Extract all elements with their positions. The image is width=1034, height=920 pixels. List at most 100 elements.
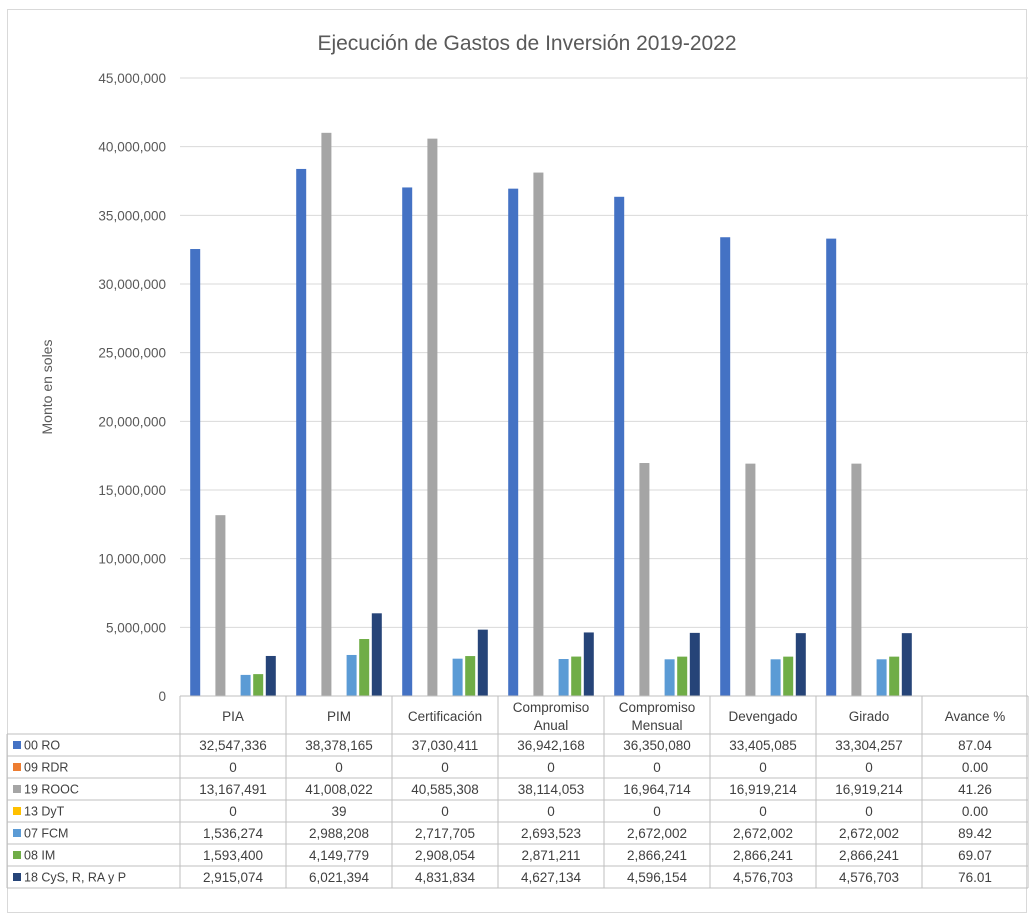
- legend-label: 18 CyS, R, RA y P: [24, 871, 126, 885]
- data-label: 0: [441, 804, 449, 819]
- data-label: 41.26: [958, 782, 992, 797]
- y-tick-label: 45,000,000: [98, 71, 166, 86]
- bar-19-rooc: [745, 463, 756, 696]
- bar-08-im: [783, 656, 794, 696]
- data-label: 2,672,002: [733, 826, 793, 841]
- data-label: 1,593,400: [203, 848, 263, 863]
- legend-label: 13 DyT: [24, 805, 65, 819]
- bar-00-ro: [402, 187, 413, 696]
- data-label: 0: [865, 804, 873, 819]
- y-axis-label: Monto en soles: [39, 340, 55, 435]
- data-label: 36,942,168: [517, 738, 585, 753]
- bar-18-cys-r-ra-y-p: [795, 633, 806, 696]
- bar-00-ro: [296, 168, 307, 696]
- data-label: 0.00: [962, 760, 988, 775]
- data-label: 0: [547, 804, 555, 819]
- legend-key: [13, 873, 21, 881]
- data-label: 0: [229, 804, 237, 819]
- y-tick-label: 10,000,000: [98, 552, 166, 567]
- x-tick-label: Mensual: [631, 718, 682, 733]
- bar-18-cys-r-ra-y-p: [583, 632, 594, 696]
- y-tick-label: 5,000,000: [106, 620, 166, 635]
- bar-00-ro: [508, 188, 519, 696]
- x-tick-label: Devengado: [728, 709, 797, 724]
- bar-08-im: [677, 656, 688, 696]
- data-label: 2,693,523: [521, 826, 581, 841]
- legend-key: [13, 785, 21, 793]
- data-label: 2,717,705: [415, 826, 475, 841]
- legend-key: [13, 807, 21, 815]
- data-label: 4,596,154: [627, 870, 688, 885]
- bar-07-fcm: [558, 659, 569, 696]
- data-label: 0: [229, 760, 237, 775]
- data-label: 32,547,336: [199, 738, 267, 753]
- bar-00-ro: [190, 249, 201, 696]
- bar-08-im: [359, 639, 370, 696]
- data-label: 13,167,491: [199, 782, 267, 797]
- y-tick-label: 25,000,000: [98, 346, 166, 361]
- data-label: 4,576,703: [733, 870, 793, 885]
- data-label: 38,114,053: [518, 782, 585, 797]
- bar-07-fcm: [346, 654, 357, 696]
- data-label: 89.42: [958, 826, 992, 841]
- legend-key: [13, 829, 21, 837]
- bar-07-fcm: [240, 674, 251, 696]
- bar-08-im: [465, 656, 476, 696]
- x-tick-label: Compromiso: [619, 700, 696, 715]
- bar-19-rooc: [427, 138, 438, 697]
- data-label: 76.01: [958, 870, 992, 885]
- bar-19-rooc: [851, 463, 862, 696]
- data-label: 38,378,165: [305, 738, 373, 753]
- data-label: 1,536,274: [203, 826, 264, 841]
- y-tick-label: 35,000,000: [98, 208, 166, 223]
- x-tick-label: Avance %: [945, 709, 1006, 724]
- bar-19-rooc: [321, 132, 332, 696]
- legend-label: 00 RO: [24, 739, 60, 753]
- legend-key: [13, 763, 21, 771]
- data-label: 40,585,308: [411, 782, 479, 797]
- bar-19-rooc: [533, 172, 544, 696]
- data-label: 0.00: [962, 804, 988, 819]
- x-tick-label: Certificación: [408, 709, 482, 724]
- bar-00-ro: [826, 238, 837, 697]
- data-label: 2,866,241: [627, 848, 687, 863]
- data-label: 2,866,241: [733, 848, 793, 863]
- bar-07-fcm: [452, 658, 463, 696]
- data-label: 0: [759, 760, 767, 775]
- y-tick-label: 40,000,000: [98, 140, 166, 155]
- data-label: 2,988,208: [309, 826, 369, 841]
- y-tick-label: 15,000,000: [98, 483, 166, 498]
- bar-19-rooc: [215, 515, 226, 696]
- data-label: 0: [547, 760, 555, 775]
- data-label: 33,304,257: [835, 738, 903, 753]
- data-label: 0: [865, 760, 873, 775]
- data-label: 0: [653, 804, 661, 819]
- bar-18-cys-r-ra-y-p: [477, 629, 488, 696]
- data-label: 6,021,394: [309, 870, 370, 885]
- y-tick-label: 0: [158, 689, 166, 704]
- data-label: 69.07: [958, 848, 992, 863]
- data-label: 4,831,834: [415, 870, 476, 885]
- legend-key: [13, 851, 21, 859]
- data-label: 2,871,211: [521, 848, 580, 863]
- data-label: 0: [759, 804, 767, 819]
- bar-18-cys-r-ra-y-p: [265, 655, 276, 696]
- bar-07-fcm: [770, 659, 781, 696]
- data-label: 0: [441, 760, 449, 775]
- data-label: 16,964,714: [623, 782, 691, 797]
- x-tick-label: PIA: [222, 709, 244, 724]
- bar-08-im: [253, 674, 264, 696]
- data-label: 41,008,022: [305, 782, 373, 797]
- bar-18-cys-r-ra-y-p: [689, 632, 700, 696]
- bar-19-rooc: [639, 463, 650, 696]
- data-label: 2,672,002: [839, 826, 899, 841]
- data-label: 87.04: [958, 738, 992, 753]
- legend-key: [13, 741, 21, 749]
- data-label: 16,919,214: [835, 782, 903, 797]
- bar-00-ro: [720, 237, 731, 697]
- x-tick-label: Anual: [534, 718, 569, 733]
- chart-title: Ejecución de Gastos de Inversión 2019-20…: [317, 32, 736, 55]
- bar-07-fcm: [664, 659, 675, 696]
- legend-label: 19 ROOC: [24, 783, 79, 797]
- chart-frame: [7, 9, 1027, 913]
